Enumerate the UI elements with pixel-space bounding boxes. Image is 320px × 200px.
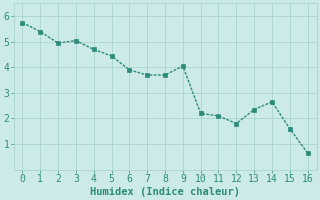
X-axis label: Humidex (Indice chaleur): Humidex (Indice chaleur)	[90, 186, 240, 197]
